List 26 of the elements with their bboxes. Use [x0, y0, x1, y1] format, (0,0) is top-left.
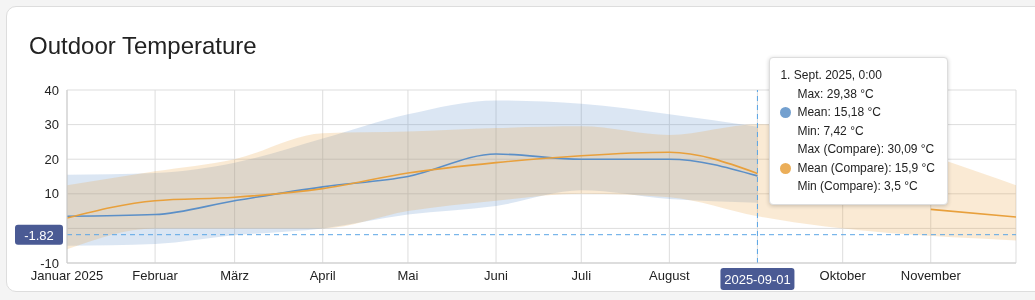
text: 1. Sept. 2025, 0:00: [780, 67, 882, 84]
y-tick-label: 20: [44, 151, 59, 167]
x-tick-label: Oktober: [819, 268, 867, 284]
y-tick-label: 40: [44, 82, 59, 98]
annotation: Max (Compare): 30,09 °C: [797, 141, 935, 158]
annotation: Mean (Compare): 15,9 °C: [797, 159, 935, 177]
line-series: [67, 153, 759, 218]
ref-line-label: 2025-09-01: [724, 272, 791, 287]
x-tick-label: März: [220, 268, 250, 284]
y-tick-label: 10: [44, 186, 59, 202]
annotation: Mean: 15,18 °C: [797, 104, 881, 121]
y-tick-label: 30: [44, 117, 59, 133]
x-tick-label: Juli: [571, 268, 592, 284]
x-tick-label: November: [900, 268, 962, 284]
annotation: Max: 29,38 °C: [797, 85, 874, 103]
x-tick-label: Januar 2025: [30, 268, 104, 284]
x-tick-label: August: [649, 268, 690, 284]
x-tick-label: Juni: [484, 268, 509, 284]
chart-title: Outdoor Temperature: [29, 32, 257, 60]
ref-line-label: -1.82: [24, 227, 54, 243]
annotation: Min (Compare): 3,5 °C: [797, 178, 918, 195]
x-tick-label: Mai: [397, 268, 419, 284]
x-tick-label: Februar: [132, 268, 179, 284]
annotation: Min: 7,42 °C: [797, 122, 864, 140]
y-tick-label: -10: [40, 255, 59, 271]
x-tick-label: April: [309, 268, 336, 284]
